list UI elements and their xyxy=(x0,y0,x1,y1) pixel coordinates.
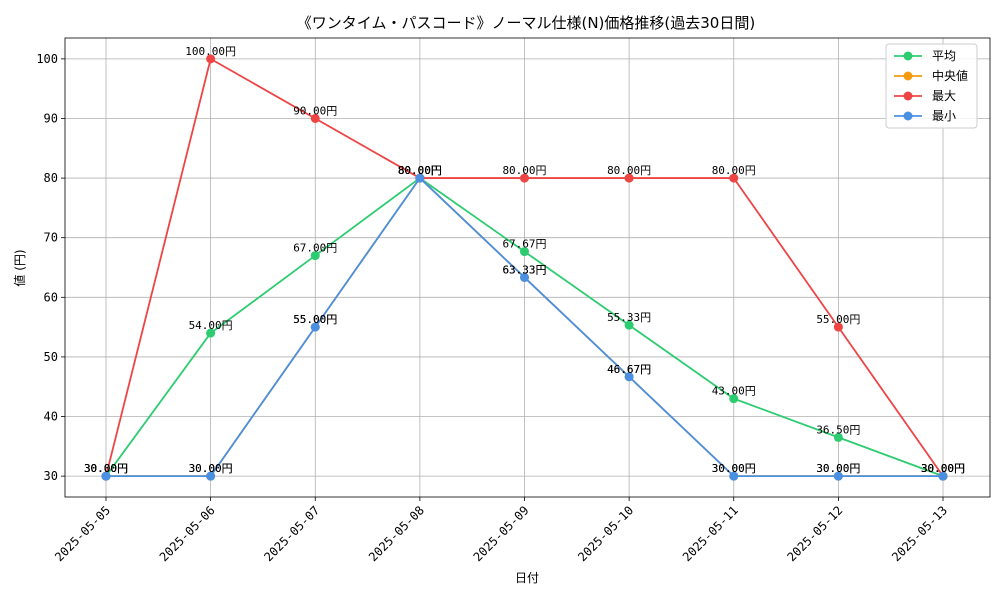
data-label: 30.00円 xyxy=(712,462,756,475)
data-point xyxy=(833,471,843,481)
data-point xyxy=(624,320,634,330)
data-label: 46.67円 xyxy=(607,363,651,376)
data-point xyxy=(729,394,739,404)
y-tick-label: 50 xyxy=(44,350,58,364)
legend-swatch-marker xyxy=(903,51,913,61)
data-label: 30.00円 xyxy=(816,462,860,475)
data-point xyxy=(624,372,634,382)
y-tick-label: 100 xyxy=(36,52,58,66)
data-label: 54.00円 xyxy=(189,319,233,332)
data-label: 63.33円 xyxy=(502,263,546,276)
plot-frame xyxy=(64,37,991,498)
data-label: 55.00円 xyxy=(293,313,337,326)
x-axis-label: 日付 xyxy=(515,571,539,585)
legend-label: 平均 xyxy=(932,49,956,63)
data-label: 30.00円 xyxy=(816,462,860,475)
data-point xyxy=(833,432,843,442)
data-label: 90.00円 xyxy=(293,104,337,117)
legend-swatch-marker xyxy=(903,71,913,81)
data-point xyxy=(520,272,529,282)
data-point xyxy=(101,471,111,481)
data-label: 30.00円 xyxy=(84,462,128,475)
data-label: 30.00円 xyxy=(189,462,233,475)
data-label: 30.00円 xyxy=(84,462,128,475)
data-point xyxy=(310,251,320,261)
y-tick-label: 60 xyxy=(44,290,58,304)
data-point xyxy=(206,471,216,481)
data-point xyxy=(624,173,634,183)
data-label: 30.00円 xyxy=(921,462,965,475)
data-label: 30.00円 xyxy=(84,462,128,475)
data-point xyxy=(206,328,216,338)
data-label: 36.50円 xyxy=(816,423,860,436)
data-label: 80.00円 xyxy=(502,164,546,177)
data-point xyxy=(310,322,320,332)
data-label: 100.00円 xyxy=(185,45,236,58)
y-tick-label: 30 xyxy=(44,469,58,483)
legend-label: 最小 xyxy=(932,109,956,123)
data-point xyxy=(938,471,948,481)
legend-box xyxy=(885,43,978,129)
y-axis-label: 値 (円) xyxy=(12,249,27,286)
y-tick-label: 70 xyxy=(44,231,58,245)
data-label: 80.00円 xyxy=(398,164,442,177)
data-label: 43.00円 xyxy=(712,385,756,398)
legend-label: 最大 xyxy=(932,89,956,103)
data-point xyxy=(729,471,739,481)
legend-label: 中央値 xyxy=(932,68,968,83)
y-tick-label: 90 xyxy=(44,111,58,125)
data-label: 30.00円 xyxy=(921,462,965,475)
data-point xyxy=(520,247,529,257)
data-label: 80.00円 xyxy=(607,164,651,177)
grid xyxy=(65,38,990,497)
data-label: 55.00円 xyxy=(816,313,860,326)
data-label: 30.00円 xyxy=(189,462,233,475)
legend-swatch-marker xyxy=(903,91,913,101)
data-label: 67.00円 xyxy=(293,242,337,255)
legend-swatch-marker xyxy=(903,111,913,121)
data-point xyxy=(415,173,425,183)
data-label: 63.33円 xyxy=(502,263,546,276)
data-label: 55.33円 xyxy=(607,311,651,324)
data-point xyxy=(729,173,739,183)
data-label: 80.00円 xyxy=(398,164,442,177)
data-point xyxy=(520,173,529,183)
series-layer xyxy=(101,54,948,481)
data-label: 80.00円 xyxy=(398,164,442,177)
y-tick-label: 40 xyxy=(44,410,58,424)
data-label: 30.00円 xyxy=(921,462,965,475)
data-point xyxy=(206,54,216,64)
data-label: 30.00円 xyxy=(712,462,756,475)
data-point xyxy=(310,113,320,123)
data-label: 30.00円 xyxy=(84,462,128,475)
data-label: 67.67円 xyxy=(502,238,546,251)
data-label: 30.00円 xyxy=(921,462,965,475)
data-label: 46.67円 xyxy=(607,363,651,376)
data-label: 80.00円 xyxy=(398,164,442,177)
data-labels: 30.00円 54.00円 67.00円 80.00円 67.67円 55.33円 43.0… xyxy=(84,45,965,475)
y-tick-label: 80 xyxy=(44,171,58,185)
data-label: 55.00円 xyxy=(293,313,337,326)
data-point xyxy=(833,322,843,332)
data-label: 80.00円 xyxy=(712,164,756,177)
chart-title: 《ワンタイム・パスコード》ノーマル仕様(N)価格推移(過去30日間) xyxy=(297,14,755,32)
